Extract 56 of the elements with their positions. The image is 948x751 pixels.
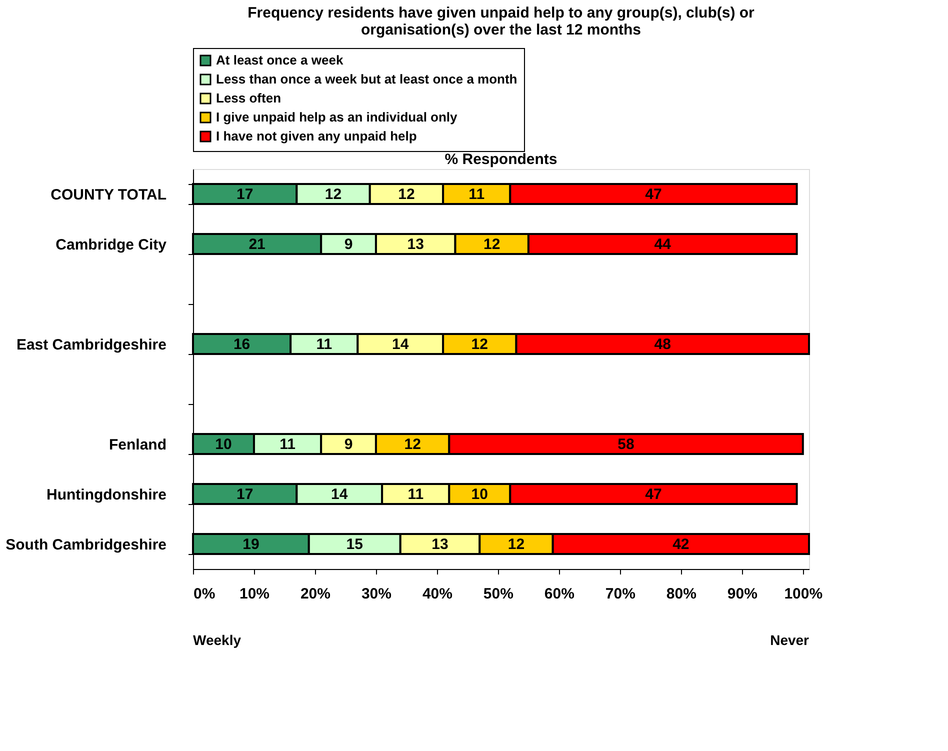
data-label: 42 (672, 536, 690, 553)
y-tick-label: South Cambridgeshire (6, 536, 166, 554)
y-tick-label: East Cambridgeshire (16, 336, 166, 354)
data-label: 44 (654, 236, 672, 253)
x-tick-label: 100% (784, 586, 823, 602)
y-tick-label: Cambridge City (56, 236, 168, 254)
x-tick-label: 50% (483, 586, 514, 602)
x-tick-label: 70% (605, 586, 636, 602)
data-label: 10 (215, 436, 232, 453)
data-label: 17 (236, 186, 254, 203)
x-tick-label: 80% (666, 586, 696, 602)
x-tick-label: 20% (300, 586, 330, 602)
x-tick-label: 30% (361, 586, 392, 602)
data-label: 47 (645, 486, 662, 503)
data-label: 12 (508, 536, 525, 553)
data-label: 16 (233, 336, 250, 353)
data-label: 10 (471, 486, 488, 503)
data-label: 9 (344, 236, 353, 253)
x-tick-label: 90% (727, 586, 758, 602)
data-label: 12 (484, 236, 500, 253)
x-tick-label: 60% (544, 586, 574, 602)
data-label: 14 (331, 486, 348, 503)
data-label: 12 (471, 336, 488, 353)
chart-title: Frequency residents have given unpaid help to any group(s), club(s) or organisation(s) over the last 12 months (248, 4, 755, 38)
data-label: 9 (344, 436, 353, 453)
data-label: 47 (645, 186, 662, 203)
legend-label: I have not given any unpaid help (216, 128, 417, 144)
data-label: 17 (236, 486, 254, 503)
data-label: 11 (316, 336, 332, 353)
legend-label: At least once a week (216, 52, 344, 68)
x-tick-label: 0% (194, 586, 216, 602)
legend-label: Less than once a week but at least once a month (216, 72, 518, 86)
data-label: 12 (324, 186, 342, 203)
data-label: 21 (248, 236, 266, 253)
y-tick-label: COUNTY TOTAL (50, 186, 166, 204)
data-label: 14 (392, 336, 410, 353)
legend-label: I give unpaid help as an individual only (216, 110, 458, 124)
data-label: 12 (398, 186, 415, 203)
data-label: 48 (654, 336, 671, 353)
data-label: 12 (404, 436, 421, 453)
data-label: 15 (346, 536, 363, 553)
y-tick-label: Huntingdonshire (46, 486, 166, 504)
data-label: 13 (407, 236, 424, 253)
text: Never (770, 632, 810, 648)
data-label: 11 (468, 186, 485, 203)
x-axis-title: % Respondents (444, 151, 558, 168)
text: Weekly (193, 632, 242, 648)
x-tick-label: 10% (239, 586, 270, 602)
data-label: 58 (618, 436, 634, 453)
legend-label: Less often (216, 90, 282, 106)
y-tick-label: Fenland (108, 436, 166, 454)
data-label: 13 (432, 536, 448, 553)
data-label: 19 (242, 536, 260, 553)
data-label: 11 (280, 436, 296, 453)
data-label: 11 (408, 486, 424, 503)
x-tick-label: 40% (422, 586, 452, 602)
